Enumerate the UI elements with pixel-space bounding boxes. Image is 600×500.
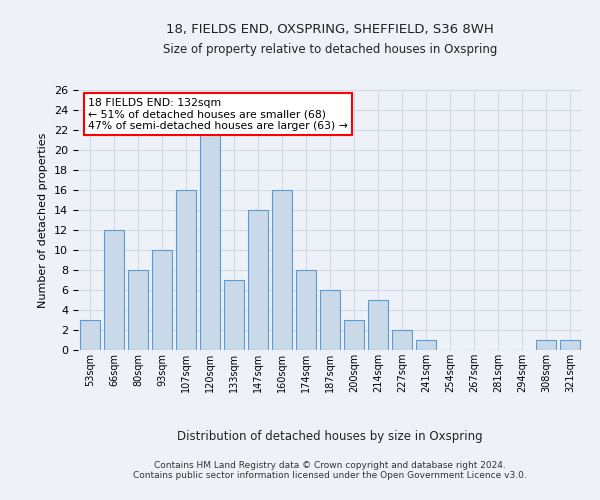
Bar (320, 290, 340, 350)
Bar (416, 340, 436, 350)
Bar (152, 250, 172, 350)
Bar (560, 340, 580, 350)
Text: 18 FIELDS END: 132sqm
← 51% of detached houses are smaller (68)
47% of semi-deta: 18 FIELDS END: 132sqm ← 51% of detached … (88, 98, 348, 131)
Bar (536, 340, 556, 350)
Bar (80, 320, 100, 350)
Bar (296, 270, 316, 350)
Bar (176, 190, 196, 350)
Bar (128, 270, 148, 350)
Bar (272, 190, 292, 350)
Text: Contains HM Land Registry data © Crown copyright and database right 2024.
Contai: Contains HM Land Registry data © Crown c… (133, 460, 527, 480)
Bar (104, 230, 124, 350)
Bar (224, 280, 244, 350)
Text: Size of property relative to detached houses in Oxspring: Size of property relative to detached ho… (163, 42, 497, 56)
Bar (200, 130, 220, 350)
Bar (368, 300, 388, 350)
Text: 18, FIELDS END, OXSPRING, SHEFFIELD, S36 8WH: 18, FIELDS END, OXSPRING, SHEFFIELD, S36… (166, 22, 494, 36)
Bar (248, 210, 268, 350)
Y-axis label: Number of detached properties: Number of detached properties (38, 132, 49, 308)
Bar (344, 320, 364, 350)
Bar (392, 330, 412, 350)
Text: Distribution of detached houses by size in Oxspring: Distribution of detached houses by size … (177, 430, 483, 443)
